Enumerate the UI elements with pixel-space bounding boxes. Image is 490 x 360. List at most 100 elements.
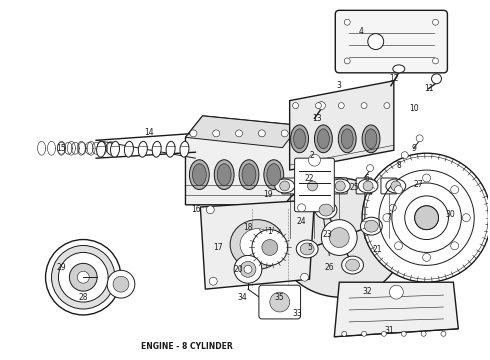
Text: 13: 13 <box>313 114 322 123</box>
Ellipse shape <box>190 160 209 189</box>
Circle shape <box>401 152 408 159</box>
Circle shape <box>342 331 347 336</box>
Circle shape <box>190 130 197 137</box>
Ellipse shape <box>230 220 285 269</box>
Text: 1: 1 <box>268 227 272 236</box>
Ellipse shape <box>97 141 106 157</box>
FancyBboxPatch shape <box>356 178 372 194</box>
Ellipse shape <box>124 141 133 157</box>
Ellipse shape <box>152 141 161 157</box>
Circle shape <box>462 214 470 222</box>
Ellipse shape <box>342 256 364 274</box>
Text: 16: 16 <box>192 205 201 214</box>
Circle shape <box>344 19 350 25</box>
FancyBboxPatch shape <box>282 178 297 194</box>
Ellipse shape <box>361 217 382 235</box>
Circle shape <box>58 252 108 302</box>
Text: 14: 14 <box>144 128 153 137</box>
Circle shape <box>390 204 396 211</box>
Text: 17: 17 <box>214 243 223 252</box>
Polygon shape <box>290 81 394 170</box>
Circle shape <box>280 181 290 191</box>
Text: 23: 23 <box>322 230 332 239</box>
Ellipse shape <box>214 160 234 189</box>
Ellipse shape <box>362 125 380 153</box>
Ellipse shape <box>296 240 318 258</box>
Circle shape <box>113 276 129 292</box>
Text: 20: 20 <box>233 265 243 274</box>
Text: 9: 9 <box>411 144 416 153</box>
Circle shape <box>344 58 350 64</box>
Polygon shape <box>185 116 299 205</box>
Ellipse shape <box>217 164 231 185</box>
Circle shape <box>316 103 321 109</box>
Ellipse shape <box>330 179 350 193</box>
Text: 21: 21 <box>372 245 382 254</box>
Circle shape <box>318 102 325 109</box>
Circle shape <box>363 181 373 191</box>
Ellipse shape <box>393 65 405 73</box>
Circle shape <box>441 331 446 336</box>
Circle shape <box>394 242 402 250</box>
Circle shape <box>236 130 243 137</box>
Ellipse shape <box>365 220 378 232</box>
Text: 8: 8 <box>396 161 401 170</box>
Ellipse shape <box>365 129 377 149</box>
Ellipse shape <box>240 229 275 260</box>
Circle shape <box>361 103 367 109</box>
Ellipse shape <box>275 178 404 297</box>
Ellipse shape <box>180 141 189 157</box>
Text: 35: 35 <box>275 293 285 302</box>
Ellipse shape <box>264 160 284 189</box>
Text: 34: 34 <box>237 293 247 302</box>
Text: 3: 3 <box>337 81 342 90</box>
FancyBboxPatch shape <box>335 10 447 73</box>
FancyBboxPatch shape <box>294 158 334 212</box>
Text: 31: 31 <box>384 326 393 335</box>
Ellipse shape <box>319 204 333 216</box>
Circle shape <box>281 130 288 137</box>
Text: 18: 18 <box>243 223 253 232</box>
Circle shape <box>391 181 401 191</box>
Ellipse shape <box>302 179 322 193</box>
Polygon shape <box>200 200 315 289</box>
Text: 24: 24 <box>297 217 306 226</box>
Text: 22: 22 <box>305 174 314 183</box>
FancyBboxPatch shape <box>259 285 300 319</box>
Text: 28: 28 <box>78 293 88 302</box>
Text: 5: 5 <box>307 243 312 252</box>
Circle shape <box>293 103 298 109</box>
Text: 32: 32 <box>362 287 372 296</box>
Circle shape <box>300 273 309 281</box>
Circle shape <box>270 292 290 312</box>
Circle shape <box>70 264 97 291</box>
Text: ENGINE - 8 CYLINDER: ENGINE - 8 CYLINDER <box>141 342 233 351</box>
Text: 15: 15 <box>57 144 66 153</box>
Circle shape <box>368 33 384 50</box>
Text: 19: 19 <box>263 190 272 199</box>
Circle shape <box>308 181 318 191</box>
Ellipse shape <box>358 179 378 193</box>
Ellipse shape <box>111 141 120 157</box>
Circle shape <box>421 331 426 336</box>
Circle shape <box>51 246 115 309</box>
Text: 29: 29 <box>57 263 66 272</box>
Circle shape <box>297 204 306 212</box>
Ellipse shape <box>275 179 294 193</box>
Ellipse shape <box>267 164 281 185</box>
Polygon shape <box>185 116 299 148</box>
Text: 7: 7 <box>387 213 392 222</box>
Circle shape <box>309 154 320 166</box>
Text: 12: 12 <box>389 74 398 83</box>
Circle shape <box>244 265 252 273</box>
Circle shape <box>367 165 373 172</box>
Ellipse shape <box>338 125 356 153</box>
Ellipse shape <box>166 141 175 157</box>
Circle shape <box>384 103 390 109</box>
Text: 2: 2 <box>309 151 314 160</box>
Ellipse shape <box>239 160 259 189</box>
Ellipse shape <box>386 179 406 193</box>
Ellipse shape <box>318 129 329 149</box>
Circle shape <box>258 130 266 137</box>
Circle shape <box>252 230 288 265</box>
